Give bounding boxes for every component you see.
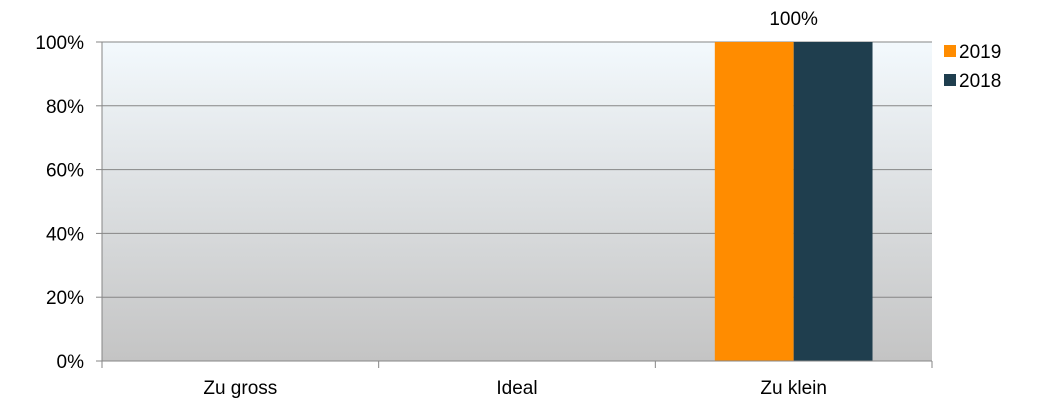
axes: [96, 41, 933, 368]
x-category-label: Zu klein: [760, 378, 827, 399]
y-tick-label: 40%: [46, 224, 84, 245]
bar-2018-zu-klein: [793, 42, 873, 361]
labels: 0% 20% 40% 60% 80% 100% Zu gross Ideal Zu klein 1…: [35, 9, 827, 399]
legend-swatch-2018: [944, 74, 956, 86]
x-category-label: Ideal: [496, 378, 537, 399]
x-category-label: Zu gross: [203, 378, 277, 399]
legend-label: 2019: [959, 42, 1001, 63]
y-tick-label: 0%: [57, 352, 85, 373]
legend-label: 2018: [959, 71, 1001, 92]
bar-2019-zu-klein: [714, 42, 794, 361]
legend: 2019 2018: [944, 42, 1001, 92]
bars: [714, 42, 873, 361]
y-tick-label: 20%: [46, 288, 84, 309]
y-tick-label: 60%: [46, 161, 84, 182]
y-tick-label: 80%: [46, 97, 84, 118]
data-label: 100%: [769, 9, 818, 30]
legend-swatch-2019: [944, 45, 956, 57]
y-tick-label: 100%: [35, 33, 84, 54]
